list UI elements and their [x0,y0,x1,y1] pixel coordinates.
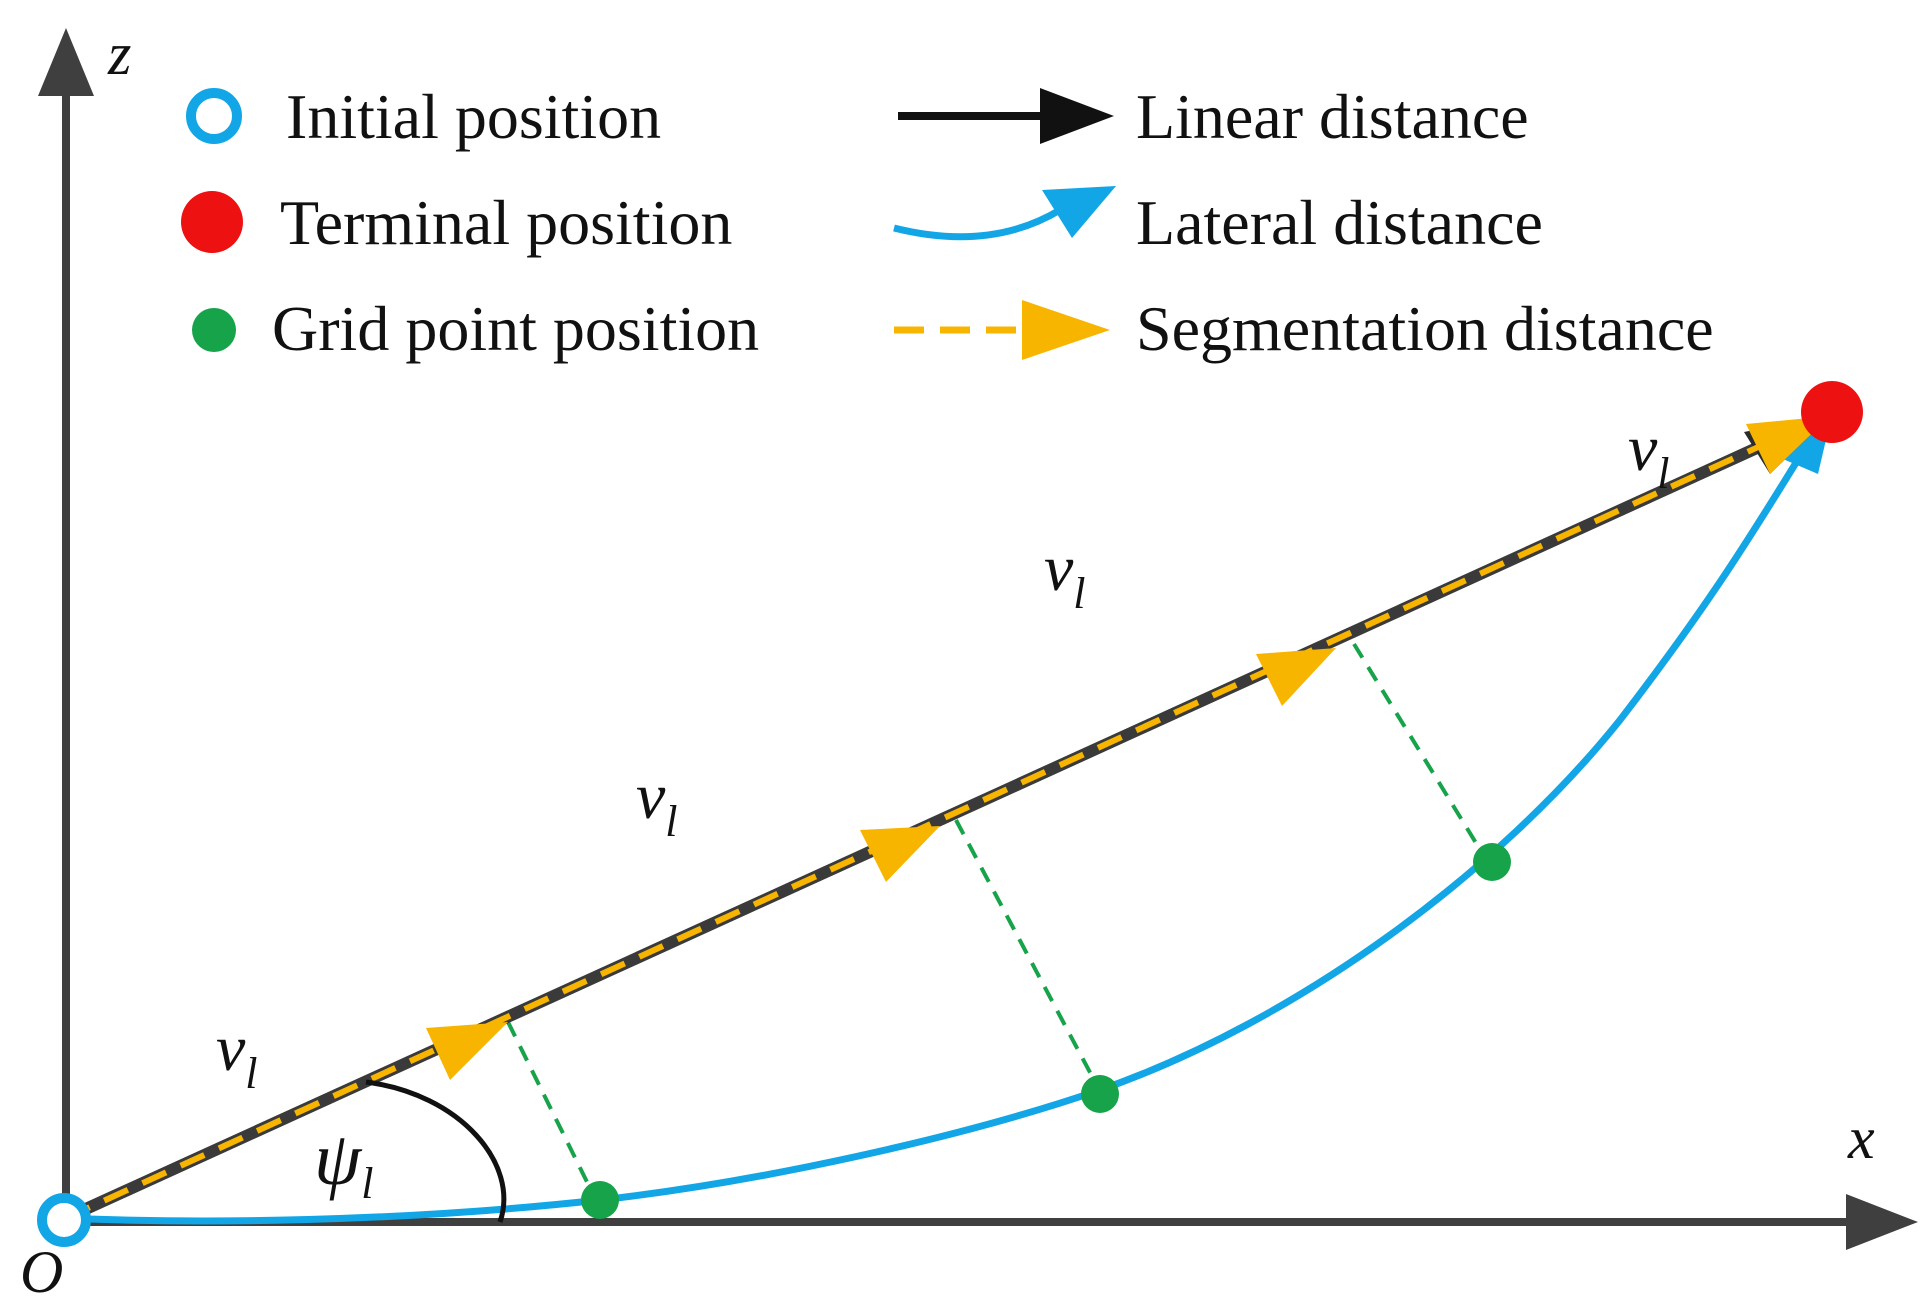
velocity-subscript: l [1657,449,1669,498]
angle-label: ψl [314,1117,373,1208]
grid-point-marker-icon [192,308,236,352]
legend-terminal-position: Terminal position [280,187,732,258]
velocity-subscript: l [665,797,677,846]
x-axis-arrowhead [1846,1194,1918,1250]
angle-symbol: ψ [314,1117,363,1201]
legend-initial-position: Initial position [286,81,661,152]
initial-position-marker [37,1193,91,1247]
legend-lateral-distance: Lateral distance [1136,187,1543,258]
lateral-distance-arrow-icon [1042,186,1116,238]
segmentation-arrowhead-3 [1256,648,1336,706]
velocity-label-4: vl [1628,412,1670,498]
segmentation-arrowhead-2 [860,826,940,882]
legend-linear-distance: Linear distance [1136,81,1529,152]
velocity-subscript: l [1073,569,1085,618]
linear-distance-arrow-icon [1040,88,1114,144]
projection-lines [506,642,1486,1189]
velocity-label-1: vl [216,1012,258,1098]
segmentation-distance-arrow-icon [1022,300,1110,360]
legend-grid-point-position: Grid point position [272,293,759,364]
x-axis-label: x [1847,1105,1875,1171]
angle-subscript: l [361,1159,373,1208]
grid-point-3 [1473,843,1511,881]
velocity-label-2: vl [636,760,678,846]
velocity-symbol: v [636,760,666,833]
initial-position-marker-icon [186,88,242,144]
terminal-position-marker [1801,381,1863,443]
velocity-label-3: vl [1044,532,1086,618]
projection-line-1 [506,1021,592,1189]
legend: Initial position Terminal position Grid … [181,81,1714,364]
velocity-symbol: v [1628,412,1658,485]
segmentation-distance-line [64,425,1802,1221]
grid-point-1 [581,1181,619,1219]
velocity-labels: vl vl vl vl [216,412,1670,1098]
z-axis-label: z [107,21,131,87]
origin-label: O [20,1239,63,1302]
projection-line-3 [1352,642,1486,858]
segmentation-arrowhead-1 [426,1022,508,1080]
velocity-subscript: l [245,1049,257,1098]
z-axis-arrowhead [38,28,94,96]
terminal-position-marker-icon [181,191,243,253]
grid-point-2 [1081,1075,1119,1113]
angle-arc [365,1079,507,1223]
axes: z x O [20,21,1918,1302]
legend-segmentation-distance: Segmentation distance [1136,293,1714,364]
lateral-distance-legend-curve [893,206,1062,241]
velocity-symbol: v [1044,532,1074,605]
velocity-symbol: v [216,1012,246,1085]
projection-line-2 [954,819,1096,1081]
